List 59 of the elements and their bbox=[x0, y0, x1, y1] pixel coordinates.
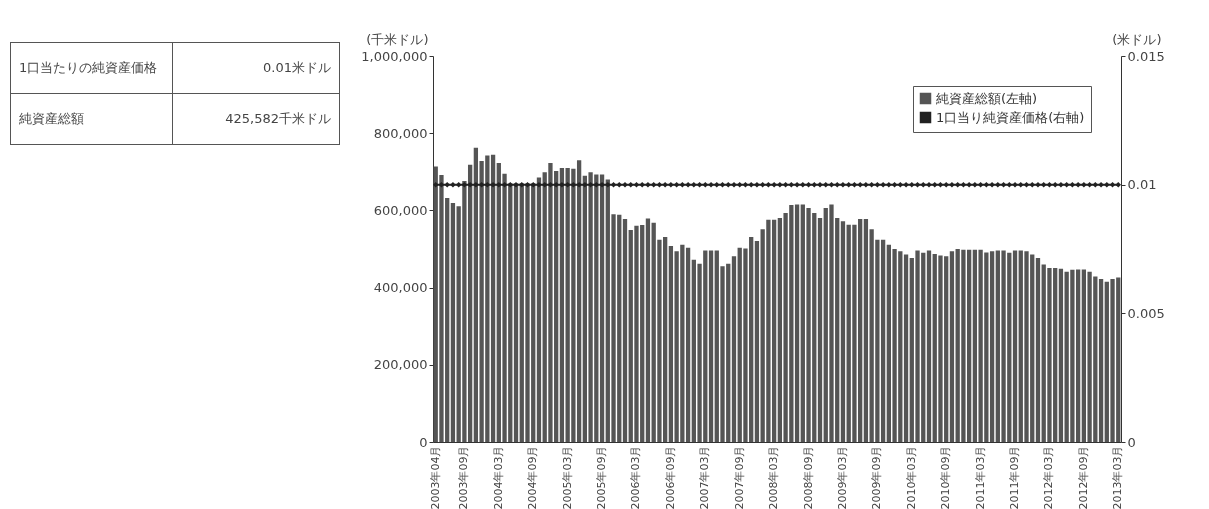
x-tick-label: 2003年04月 bbox=[428, 445, 442, 509]
x-tick-label: 2010年03月 bbox=[904, 445, 918, 509]
y-tick-label: 0 bbox=[419, 434, 428, 450]
y2-tick-label: 0.01 bbox=[1127, 177, 1157, 193]
x-tick-label: 2007年03月 bbox=[698, 445, 712, 509]
y2-tick-label: 0 bbox=[1127, 434, 1136, 450]
y-tick-label: 800,000 bbox=[373, 125, 428, 141]
bar bbox=[731, 256, 737, 442]
bar bbox=[840, 221, 846, 442]
y-tick-label: 400,000 bbox=[373, 280, 428, 296]
y-tick-label: 1,000,000 bbox=[361, 48, 428, 64]
x-tick-label: 2004年03月 bbox=[491, 445, 505, 509]
x-tick-label: 2012年09月 bbox=[1076, 445, 1090, 509]
bar bbox=[754, 240, 760, 442]
bar bbox=[1035, 257, 1041, 442]
x-tick-label: 2010年09月 bbox=[939, 445, 953, 509]
x-tick-label: 2003年09月 bbox=[457, 445, 471, 509]
bar bbox=[903, 254, 909, 442]
y2-axis-title: (米ドル) bbox=[1112, 31, 1162, 47]
x-tick-label: 2005年09月 bbox=[595, 445, 609, 509]
x-tick-label: 2011年09月 bbox=[1008, 445, 1022, 509]
text: 1口当たりの純資産価格 bbox=[10, 42, 173, 94]
x-tick-label: 2006年03月 bbox=[629, 445, 643, 509]
x-tick-label: 2007年09月 bbox=[732, 445, 746, 509]
bar bbox=[513, 183, 519, 442]
x-tick-label: 2005年03月 bbox=[560, 445, 574, 509]
bar bbox=[1012, 250, 1018, 442]
bar bbox=[490, 154, 496, 442]
bar bbox=[536, 177, 542, 442]
bar bbox=[817, 218, 823, 442]
y-axis-title: (千米ドル) bbox=[366, 31, 429, 47]
bar bbox=[645, 218, 651, 442]
bar bbox=[622, 218, 628, 442]
y-tick-label: 600,000 bbox=[373, 202, 428, 218]
x-tick-label: 2006年09月 bbox=[663, 445, 677, 509]
x-tick-label: 2009年09月 bbox=[870, 445, 884, 509]
x-tick-label: 2004年09月 bbox=[526, 445, 540, 509]
bar bbox=[1058, 268, 1064, 442]
x-tick-label: 2008年03月 bbox=[767, 445, 781, 509]
x-tick-label: 2009年03月 bbox=[835, 445, 849, 509]
text: 425,582千米ドル bbox=[172, 93, 340, 145]
x-tick-label: 2012年03月 bbox=[1042, 445, 1056, 509]
x-tick-label: 2008年09月 bbox=[801, 445, 815, 509]
text: 純資産総額 bbox=[10, 93, 173, 145]
bar bbox=[926, 250, 932, 442]
y2-tick-label: 0.015 bbox=[1127, 48, 1165, 64]
legend-label: 1口当り純資産価格(右軸) bbox=[936, 109, 1085, 125]
legend-label: 純資産総額(左軸) bbox=[936, 90, 1038, 106]
bar bbox=[949, 251, 955, 442]
x-tick-label: 2013年03月 bbox=[1111, 445, 1125, 509]
bar bbox=[450, 203, 456, 442]
x-tick-label: 2011年03月 bbox=[973, 445, 987, 509]
y2-tick-label: 0.005 bbox=[1127, 305, 1165, 321]
bar bbox=[599, 174, 605, 442]
y-tick-label: 200,000 bbox=[373, 357, 428, 373]
bar bbox=[1098, 279, 1104, 442]
text: 0.01米ドル bbox=[172, 42, 340, 94]
bar bbox=[708, 250, 714, 442]
bar bbox=[794, 204, 800, 442]
